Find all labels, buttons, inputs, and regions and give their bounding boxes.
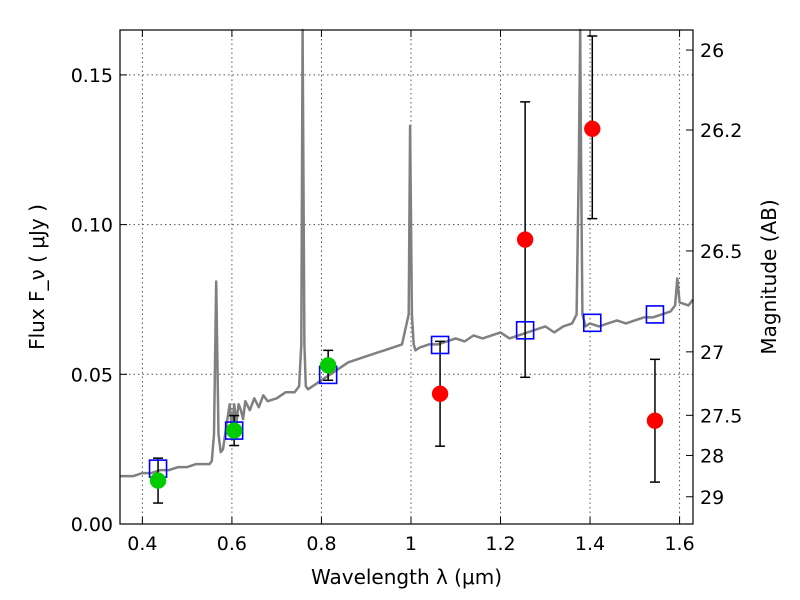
- model-square-point: [515, 320, 535, 340]
- axis-ticks: 0.4 0.6 0.8 1 1.2 1.4 1.6 0.00 0.05 0.10 0.15 26 26.…: [71, 30, 742, 555]
- x-tick-label: 1: [405, 533, 417, 555]
- y-tick-label: 0.10: [71, 215, 113, 237]
- observed-point: [646, 412, 664, 429]
- x-tick-label: 1.2: [485, 533, 515, 555]
- x-tick-label: 0.8: [306, 533, 336, 555]
- observed-point: [431, 385, 449, 403]
- plot-frame: [119, 29, 694, 525]
- right-tick-label: 26: [700, 40, 724, 62]
- right-tick-label: 29: [700, 487, 724, 509]
- spectrum: [120, 28, 694, 478]
- model-square-point: [582, 313, 602, 333]
- observed-point: [225, 422, 243, 439]
- observed-point: [149, 472, 167, 489]
- observed-point: [516, 231, 534, 248]
- right-tick-label: 26.5: [700, 241, 742, 263]
- right-tick-label: 26.2: [700, 120, 742, 142]
- x-tick-label: 1.6: [664, 533, 694, 555]
- x-tick-label: 0.6: [217, 533, 247, 555]
- y-tick-label: 0.00: [71, 514, 113, 536]
- observed-point: [319, 357, 337, 374]
- model-square-point: [645, 305, 665, 324]
- y-tick-label: 0.15: [71, 65, 113, 87]
- y-axis-label: Flux F_ν ( μJy ): [25, 204, 49, 350]
- spectrum-line: [120, 28, 694, 478]
- y-tick-label: 0.05: [71, 364, 113, 386]
- x-axis-label: Wavelength λ (μm): [311, 565, 502, 589]
- data-markers: [148, 120, 665, 489]
- right-axis-label: Magnitude (AB): [757, 199, 781, 354]
- x-tick-label: 1.4: [575, 533, 605, 555]
- model-square-point: [224, 421, 244, 440]
- model-square-point: [430, 335, 450, 355]
- right-tick-label: 27: [700, 342, 724, 364]
- right-tick-label: 27.5: [700, 405, 742, 427]
- x-tick-label: 0.4: [127, 533, 157, 555]
- grid-lines: [120, 30, 693, 525]
- observed-point: [584, 120, 601, 138]
- right-tick-label: 28: [700, 445, 724, 467]
